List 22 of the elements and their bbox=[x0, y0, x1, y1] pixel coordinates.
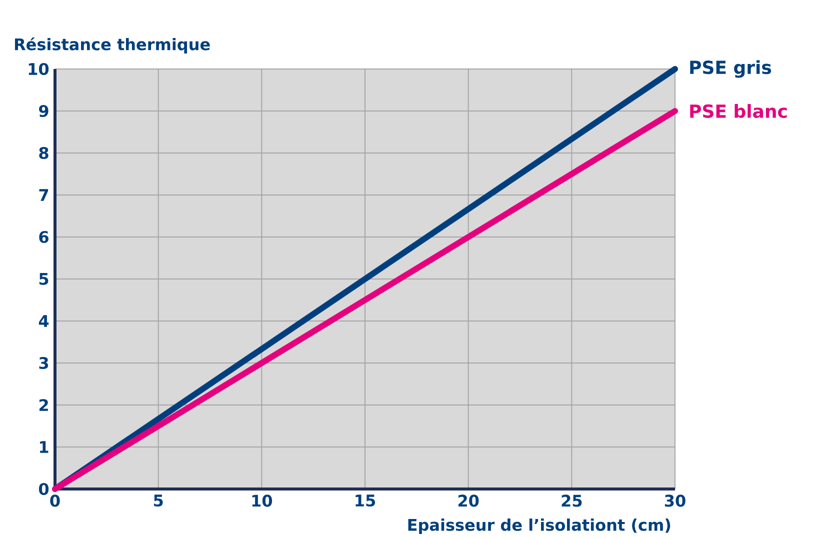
y-tick-label: 2 bbox=[39, 399, 48, 411]
x-axis-title: Epaisseur de l’isolationt (cm) bbox=[408, 518, 670, 534]
y-tick-label: 1 bbox=[40, 441, 48, 453]
x-tick-label: 0 bbox=[50, 494, 60, 507]
y-tick-label: 5 bbox=[39, 273, 48, 285]
x-tick-label: 25 bbox=[562, 494, 582, 507]
x-tick-label: 5 bbox=[154, 494, 163, 507]
x-tick-label: 30 bbox=[664, 494, 686, 507]
y-tick-label: 10 bbox=[28, 62, 49, 76]
y-tick-label: 0 bbox=[38, 482, 49, 496]
y-tick-label: 9 bbox=[39, 104, 48, 118]
x-tick-label: 10 bbox=[252, 494, 272, 507]
x-tick-label: 15 bbox=[356, 494, 376, 507]
series-label: PSE blanc bbox=[690, 104, 787, 118]
y-tick-label: 6 bbox=[39, 230, 48, 244]
y-tick-label: 8 bbox=[39, 146, 48, 160]
y-tick-label: 4 bbox=[38, 315, 49, 327]
y-axis-title: Résistance thermique bbox=[15, 37, 210, 54]
y-tick-label: 7 bbox=[39, 189, 48, 201]
series-label: PSE gris bbox=[690, 60, 772, 78]
y-tick-label: 3 bbox=[39, 356, 48, 370]
x-tick-label: 20 bbox=[458, 494, 479, 507]
